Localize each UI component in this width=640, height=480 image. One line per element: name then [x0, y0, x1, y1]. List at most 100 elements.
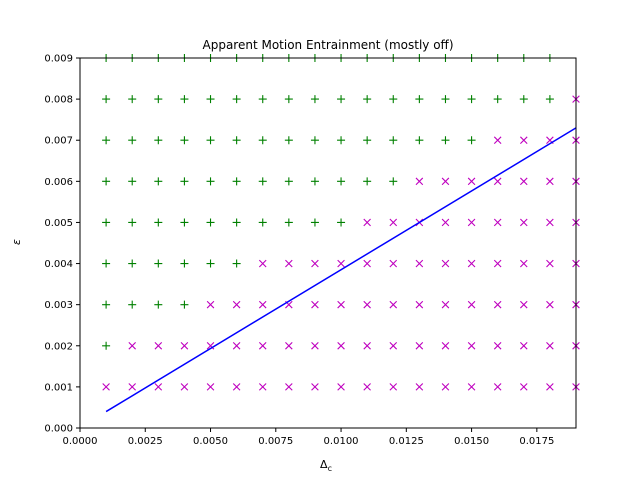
x-marker: [415, 341, 424, 350]
x-marker: [441, 218, 450, 227]
x-marker: [311, 341, 319, 350]
y-tick-label: 0.000: [44, 424, 73, 435]
plus-marker: [154, 259, 163, 268]
plus-marker: [519, 95, 528, 104]
x-marker: [520, 383, 528, 391]
plus-marker: [310, 177, 319, 186]
plus-marker: [180, 95, 189, 104]
x-marker: [206, 341, 215, 350]
x-marker: [441, 383, 450, 391]
y-axis: 0.000 0.001 0.002 0.003 0.004 0.005 0.006 0.007…: [44, 54, 80, 435]
x-marker: [363, 259, 371, 268]
boundary-layer: [105, 127, 577, 413]
plus-marker: [128, 259, 137, 268]
x-marker: [206, 300, 215, 309]
x-marker: [128, 341, 136, 350]
plus-marker: [180, 177, 189, 186]
x-marker: [441, 177, 450, 186]
plus-marker: [128, 177, 137, 186]
plus-marker: [258, 136, 267, 145]
x-marker: [311, 300, 319, 309]
x-axis-label: Δc: [320, 458, 332, 473]
plus-marker: [232, 177, 241, 186]
x-tick-label: 0.0125: [389, 436, 424, 447]
x-marker: [389, 218, 398, 227]
x-marker: [363, 218, 371, 227]
x-marker: [285, 341, 293, 350]
y-tick-label: 0.002: [44, 341, 73, 352]
plus-marker: [363, 177, 372, 186]
x-marker: [520, 218, 528, 227]
y-tick-label: 0.008: [44, 95, 73, 106]
x-marker: [206, 383, 215, 391]
plus-marker: [310, 218, 319, 227]
x-marker: [258, 341, 267, 350]
plus-marker: [284, 218, 293, 227]
x-marker: [337, 259, 345, 268]
plus-marker: [232, 259, 241, 268]
x-marker: [493, 177, 502, 186]
plus-marker: [310, 95, 319, 104]
x-marker: [520, 341, 528, 350]
x-marker: [467, 259, 476, 268]
x-marker: [493, 259, 502, 268]
plus-marker: [206, 218, 215, 227]
plus-marker: [154, 218, 163, 227]
plus-marker: [415, 136, 424, 145]
x-marker: [520, 136, 528, 145]
plus-marker: [102, 259, 111, 268]
plus-marker: [310, 136, 319, 145]
boundary-line: [105, 127, 577, 413]
plus-marker: [128, 95, 137, 104]
plus-marker: [128, 136, 137, 145]
y-tick-label: 0.005: [44, 218, 73, 229]
y-tick-label: 0.007: [44, 136, 73, 147]
x-marker: [363, 383, 371, 391]
chart-title: Apparent Motion Entrainment (mostly off): [203, 38, 454, 52]
x-marker: [493, 218, 502, 227]
x-marker: [441, 341, 450, 350]
x-marker: [467, 341, 476, 350]
plus-marker: [363, 95, 372, 104]
plus-marker: [128, 300, 137, 309]
x-marker: [546, 218, 554, 227]
x-marker: [493, 341, 502, 350]
plus-marker: [415, 95, 424, 104]
plot-frame: [79, 57, 577, 429]
y-tick-label: 0.004: [44, 259, 73, 270]
y-axis-label: ε: [10, 239, 23, 245]
plus-marker: [337, 136, 346, 145]
x-marker: [467, 218, 476, 227]
plus-marker: [441, 95, 450, 104]
plus-marker: [284, 177, 293, 186]
x-marker: [154, 341, 163, 350]
x-tick-label: 0.0075: [258, 436, 293, 447]
x-marker: [389, 341, 398, 350]
plus-marker: [102, 136, 111, 145]
x-marker: [467, 383, 476, 391]
plus-marker: [180, 300, 189, 309]
x-marker: [154, 383, 163, 391]
plus-marker: [258, 218, 267, 227]
x-marker: [415, 259, 424, 268]
x-marker: [258, 300, 267, 309]
x-marker: [128, 383, 136, 391]
x-marker: [232, 341, 241, 350]
plus-marker: [493, 95, 502, 104]
x-marker: [232, 383, 241, 391]
x-marker: [493, 300, 502, 309]
x-marker: [520, 300, 528, 309]
y-tick-label: 0.003: [44, 300, 73, 311]
x-tick-label: 0.0150: [454, 436, 489, 447]
x-marker: [415, 383, 424, 391]
y-tick-label: 0.001: [44, 382, 73, 393]
x-marker: [389, 259, 398, 268]
x-marker: [180, 383, 189, 391]
plus-marker: [102, 300, 111, 309]
x-marker: [467, 300, 476, 309]
plus-marker: [102, 218, 111, 227]
plus-marker: [206, 136, 215, 145]
plus-marker: [389, 177, 398, 186]
x-marker: [415, 300, 424, 309]
x-tick-label: 0.0000: [63, 436, 98, 447]
